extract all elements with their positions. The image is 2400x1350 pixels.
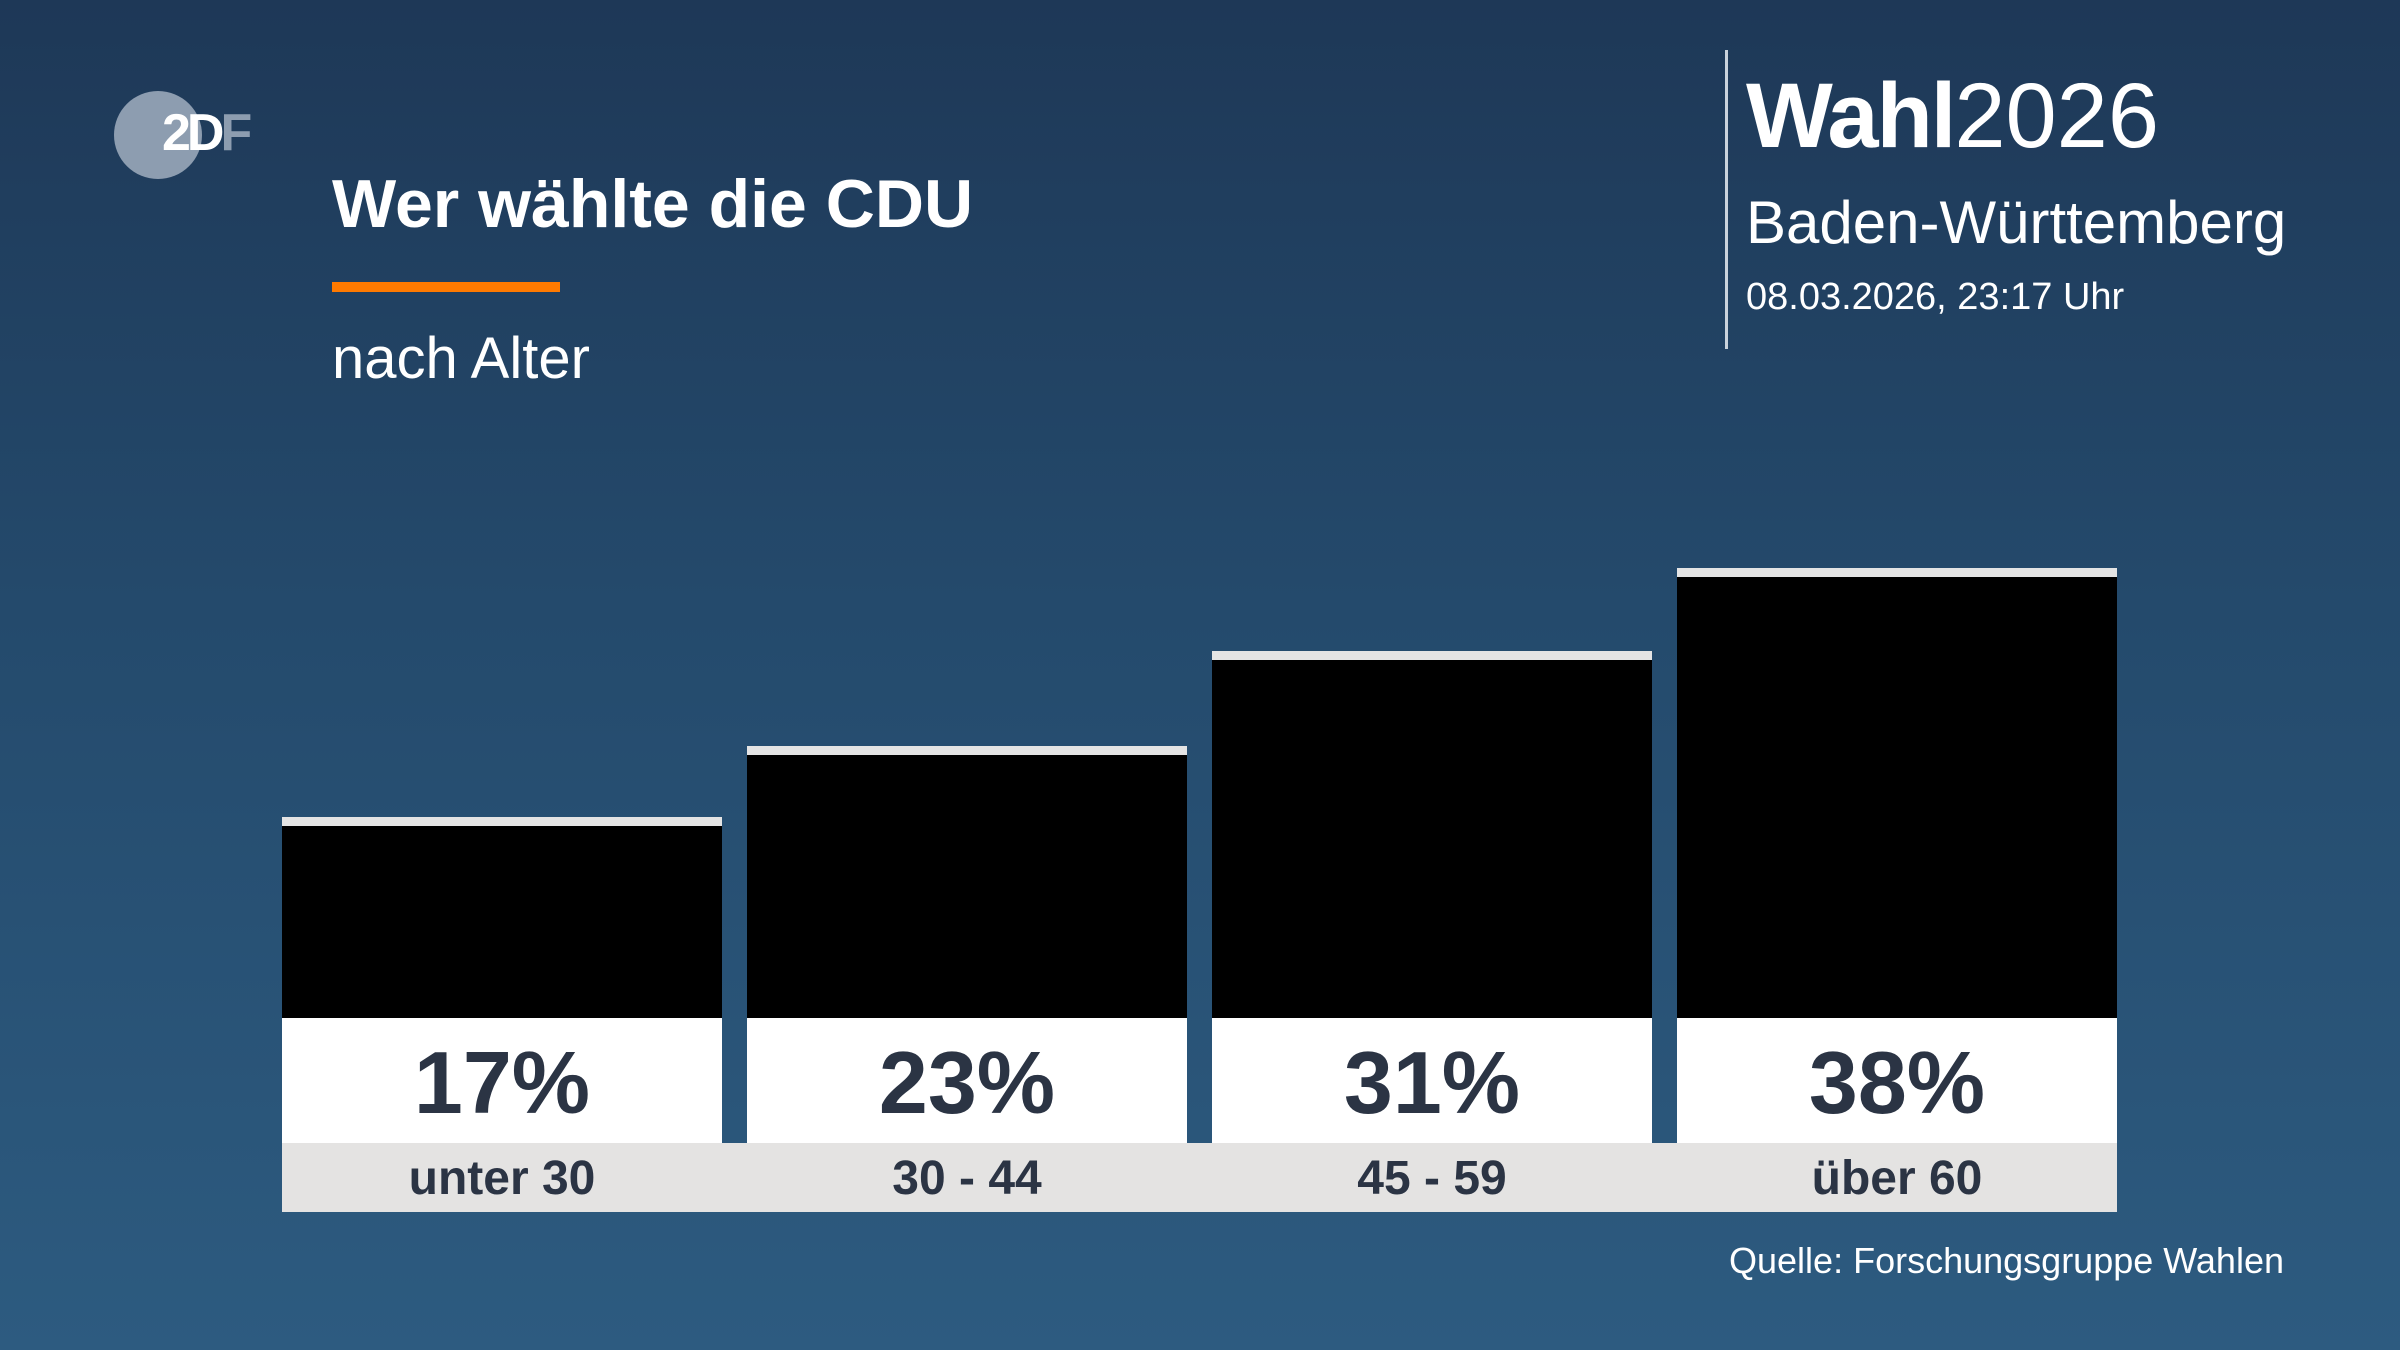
election-brand: Wahl2026 [1746, 70, 2159, 162]
category-row [282, 1143, 2117, 1212]
category-label: 30 - 44 [892, 1152, 1042, 1205]
timestamp: 08.03.2026, 23:17 Uhr [1746, 276, 2125, 318]
brand-wahl: Wahl [1746, 65, 1956, 167]
brand-year: 2026 [1954, 65, 2160, 167]
value-label: 23% [747, 1018, 1187, 1143]
category-label: unter 30 [408, 1152, 596, 1205]
logo-circle [114, 91, 202, 179]
value-label: 31% [1212, 1018, 1652, 1143]
category-label: über 60 [1811, 1152, 1983, 1205]
chart-title: Wer wählte die CDU [332, 166, 974, 242]
bar-0 [282, 816, 722, 1018]
zdf-logo: 2DF [114, 91, 314, 181]
value-label: 17% [282, 1018, 722, 1143]
chart-subtitle: nach Alter [332, 326, 590, 391]
category-label: 45 - 59 [1357, 1152, 1507, 1205]
title-accent-bar [332, 282, 560, 292]
logo-text: 2DF [162, 104, 252, 162]
divider [1725, 50, 1728, 349]
region-label: Baden-Württemberg [1746, 189, 2287, 256]
bar-1 [747, 745, 1187, 1018]
source-note: Quelle: Forschungsgruppe Wahlen [1729, 1240, 2284, 1281]
bar-3 [1677, 568, 2117, 1018]
bar-2 [1212, 650, 1652, 1018]
value-label: 38% [1677, 1018, 2117, 1143]
